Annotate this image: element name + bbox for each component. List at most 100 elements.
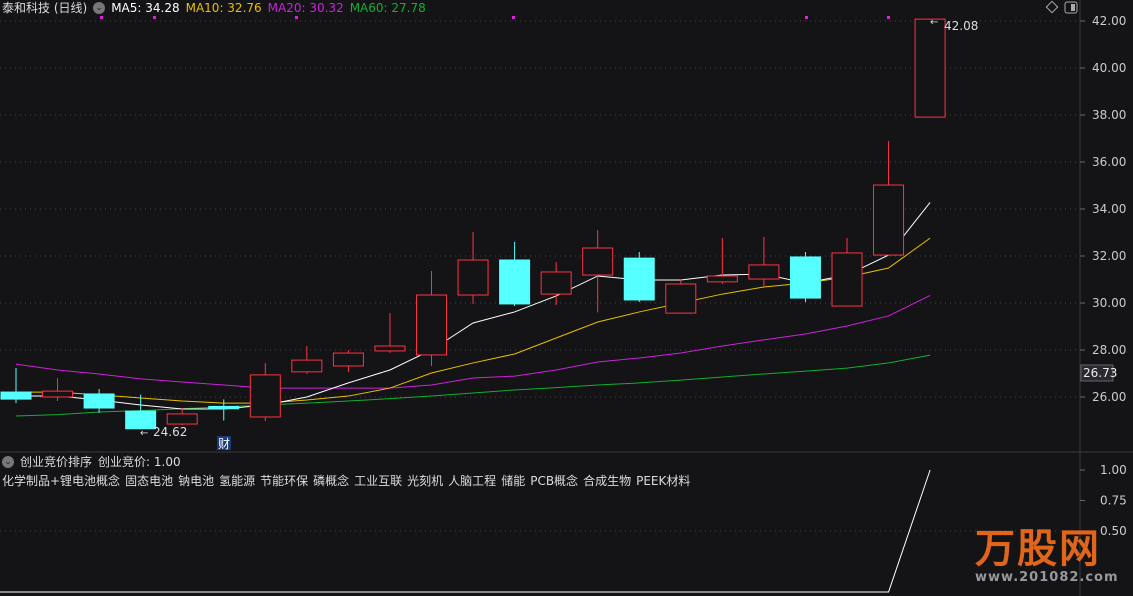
candle [42, 378, 74, 401]
candle [374, 313, 406, 354]
diamond-icon[interactable] [1045, 0, 1059, 14]
y-tick-label: 0.75 [1100, 494, 1127, 508]
chevron-down-icon[interactable]: ⌄ [93, 2, 106, 14]
candle-body [416, 294, 447, 356]
current-price-box [1080, 364, 1114, 382]
candle-body [873, 184, 905, 256]
candle-body [208, 405, 240, 410]
auction-line [0, 469, 931, 593]
watermark-logo: 万股网 www.201082.com [975, 528, 1119, 585]
concept-tag[interactable]: 固态电池 [125, 474, 174, 488]
candle-body [291, 359, 323, 373]
chart-header: 泰和科技 (日线) ⌄ MA5: 34.28 MA10: 32.76 MA20:… [2, 0, 426, 16]
candle-body [499, 259, 531, 305]
event-dot [887, 16, 890, 19]
candle [291, 346, 323, 374]
candle-body [831, 252, 863, 307]
candle [125, 394, 157, 430]
candle-body [623, 257, 655, 301]
candle [416, 271, 447, 366]
event-dot [512, 16, 515, 19]
panel-toggle-icon[interactable] [1064, 1, 1078, 14]
candle [499, 241, 531, 307]
concept-tag[interactable]: 工业互联 [354, 474, 403, 488]
y-tick-label: 42.00 [1092, 14, 1126, 28]
event-dot [295, 16, 298, 19]
candle [582, 230, 614, 313]
ma60-label: MA60: 27.78 [349, 1, 426, 15]
candle [748, 236, 780, 288]
candle [665, 279, 697, 314]
candle-body [332, 352, 364, 367]
logo-name: 万股网 [975, 526, 1101, 572]
candle [249, 362, 281, 421]
sub-panel-title: 创业竞价排序 [20, 455, 93, 469]
sub-panel-value: 创业竞价: 1.00 [98, 455, 181, 469]
candle-body [249, 374, 281, 418]
y-tick-label: 32.00 [1092, 249, 1126, 263]
candle-body [540, 271, 572, 295]
concept-tag[interactable]: 光刻机 [407, 474, 444, 488]
y-tick-label: 30.00 [1092, 296, 1126, 310]
sub-panel-header: ⌄ 创业竞价排序 创业竞价: 1.00 [2, 453, 181, 470]
candle [623, 252, 655, 303]
event-dot [100, 16, 103, 19]
concept-list: 化学制品+锂电池概念 固态电池 钠电池 氢能源 节能环保 磷概念 工业互联 光刻机 人脑工程 储能… [2, 472, 690, 489]
concept-tag[interactable]: 磷概念 [313, 474, 350, 488]
concept-tag[interactable]: 化学制品+锂电池概念 [2, 474, 121, 488]
candle [0, 368, 32, 404]
ma10-label: MA10: 32.76 [185, 1, 262, 15]
candle [457, 232, 489, 304]
candle-body [706, 275, 738, 283]
candle-body [748, 264, 780, 280]
candle [540, 262, 572, 306]
y-tick-label: 28.00 [1092, 343, 1126, 357]
event-dot [153, 16, 156, 19]
chevron-down-icon[interactable]: ⌄ [2, 455, 14, 468]
y-tick-label: 36.00 [1092, 155, 1126, 169]
concept-tag[interactable]: 钠电池 [178, 474, 215, 488]
candle [789, 252, 821, 303]
concept-tag[interactable]: 储能 [501, 474, 526, 488]
candle-body [374, 345, 406, 352]
concept-tag[interactable]: 人脑工程 [448, 474, 497, 488]
event-dot [805, 16, 808, 19]
ma20-line [15, 295, 931, 389]
concept-tag[interactable]: 氢能源 [219, 474, 256, 488]
candle [83, 389, 115, 413]
y-tick-label: 26.00 [1092, 390, 1126, 404]
concept-tag[interactable]: 合成生物 [583, 474, 632, 488]
candle [706, 237, 738, 284]
candle [873, 141, 905, 256]
ma60-line [15, 354, 931, 417]
candle-body [83, 393, 115, 409]
low-arrow: ← [140, 428, 148, 439]
concept-tag[interactable]: 节能环保 [260, 474, 309, 488]
candle [332, 350, 364, 373]
high-label: 42.08 [944, 19, 978, 33]
concept-tag[interactable]: PCB概念 [530, 474, 579, 488]
candle-body [42, 390, 74, 398]
candle-body [665, 283, 697, 314]
concept-tag[interactable]: PEEK材料 [636, 474, 691, 488]
candle-body [457, 259, 489, 296]
y-tick-label: 1.00 [1100, 463, 1127, 477]
finance-marker[interactable]: 财 [218, 437, 230, 451]
finance-marker-bg [217, 436, 231, 450]
y-tick-label: 34.00 [1092, 202, 1126, 216]
y-tick-label: 40.00 [1092, 61, 1126, 75]
candle-body [0, 391, 32, 400]
y-tick-label: 0.50 [1100, 524, 1127, 538]
candle [831, 237, 863, 307]
y-tick-label: 38.00 [1092, 108, 1126, 122]
candle-body [582, 247, 614, 276]
stock-title: 泰和科技 (日线) [2, 1, 88, 15]
ma5-label: MA5: 34.28 [111, 1, 180, 15]
ma20-label: MA20: 30.32 [267, 1, 344, 15]
high-arrow: ← [930, 17, 938, 28]
candle [166, 408, 198, 426]
candle-body [125, 410, 157, 430]
candle [208, 399, 240, 421]
ma10-line [16, 237, 931, 404]
